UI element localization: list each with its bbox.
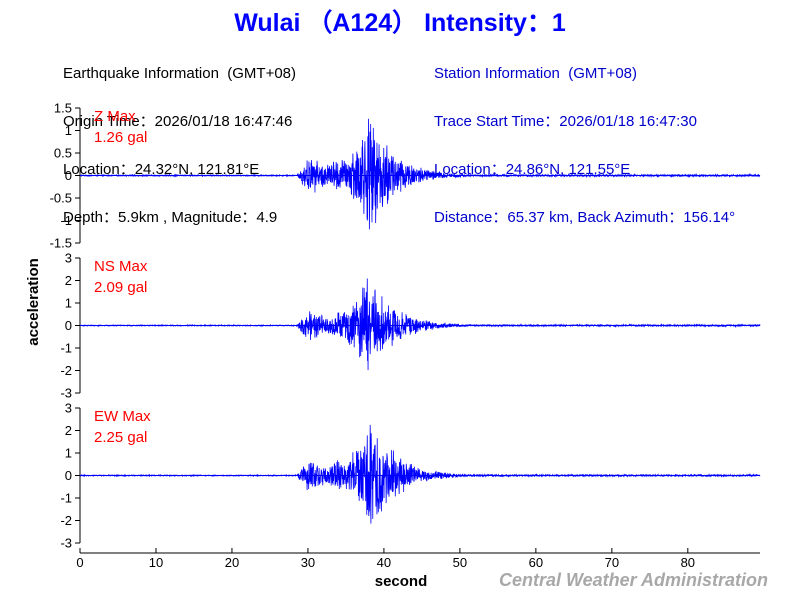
origin-time: Origin Time：2026/01/18 16:47:46: [63, 113, 293, 130]
max-label-ew: EW Max: [94, 408, 151, 425]
y-tick-label: 1: [65, 446, 72, 461]
credit-label: Central Weather Administration: [499, 570, 768, 590]
x-tick-label: 30: [301, 555, 315, 570]
waveform-ew: [79, 424, 761, 524]
max-value-ns: 2.09 gal: [94, 279, 147, 296]
y-tick-label: 3: [65, 401, 72, 416]
panel-z: 1.5 1 0.5 0 -0.5 -1 -1.5 Z Max 1.26 gal: [50, 101, 761, 251]
max-value-ew: 2.25 gal: [94, 429, 147, 446]
y-tick-label: 1.5: [54, 101, 72, 116]
y-tick-label: 1: [65, 296, 72, 311]
x-axis: 0 10 20 30 40 50 60 70 80: [76, 548, 760, 570]
y-tick-label: 1: [65, 123, 72, 138]
waveform-z: [79, 118, 761, 230]
y-tick-label: 0: [65, 318, 72, 333]
station-location: Location：24.86°N, 121.55°E: [434, 161, 631, 178]
y-tick-label: -2: [60, 513, 72, 528]
station-distance: Distance：65.37 km, Back Azimuth：156.14°: [434, 209, 736, 226]
y-tick-label: -0.5: [50, 191, 72, 206]
x-tick-label: 70: [605, 555, 619, 570]
station-info-block: Station Information (GMT+08) Trace Start…: [434, 34, 735, 242]
x-tick-label: 0: [76, 555, 83, 570]
y-tick-label: 2: [65, 273, 72, 288]
y-tick-label: -1: [60, 341, 72, 356]
y-tick-label: -3: [60, 536, 72, 551]
panels-group: 1.5 1 0.5 0 -0.5 -1 -1.5 Z Max 1.26 gal 3 2 1 0 -1 -2 -…: [50, 101, 761, 551]
depth-magnitude: Depth：5.9km , Magnitude：4.9: [63, 209, 278, 226]
y-tick-label: 2: [65, 423, 72, 438]
y-tick-label: 0.5: [54, 146, 72, 161]
y-tick-label: 0: [65, 168, 72, 183]
y-tick-label: -1.5: [50, 236, 72, 251]
x-tick-label: 20: [225, 555, 239, 570]
max-label-ns: NS Max: [94, 258, 148, 275]
panel-ew: 3 2 1 0 -1 -2 -3 EW Max 2.25 gal: [60, 401, 761, 551]
y-tick-label: -1: [60, 213, 72, 228]
x-tick-label: 50: [453, 555, 467, 570]
earthquake-info-heading: Earthquake Information (GMT+08): [63, 65, 297, 82]
x-tick-label: 10: [149, 555, 163, 570]
earthquake-info-block: Earthquake Information (GMT+08) Origin T…: [63, 34, 296, 242]
x-axis-label: second: [375, 573, 428, 590]
y-tick-label: -2: [60, 363, 72, 378]
max-label-z: Z Max: [94, 108, 136, 125]
y-tick-label: 3: [65, 251, 72, 266]
y-axis-label: acceleration: [25, 258, 42, 346]
chart-title: Wulai （A124） Intensity：1: [234, 9, 566, 37]
x-tick-label: 40: [377, 555, 391, 570]
panel-ns: 3 2 1 0 -1 -2 -3 NS Max 2.09 gal: [60, 251, 761, 401]
x-tick-label: 60: [529, 555, 543, 570]
y-tick-label: -1: [60, 491, 72, 506]
max-value-z: 1.26 gal: [94, 129, 147, 146]
waveform-ns: [79, 278, 761, 371]
y-tick-label: -3: [60, 386, 72, 401]
x-tick-label: 80: [681, 555, 695, 570]
y-tick-label: 0: [65, 468, 72, 483]
earthquake-location: Location：24.32°N, 121.81°E: [63, 161, 260, 178]
station-info-heading: Station Information (GMT+08): [434, 65, 637, 82]
trace-start-time: Trace Start Time：2026/01/18 16:47:30: [434, 113, 697, 130]
